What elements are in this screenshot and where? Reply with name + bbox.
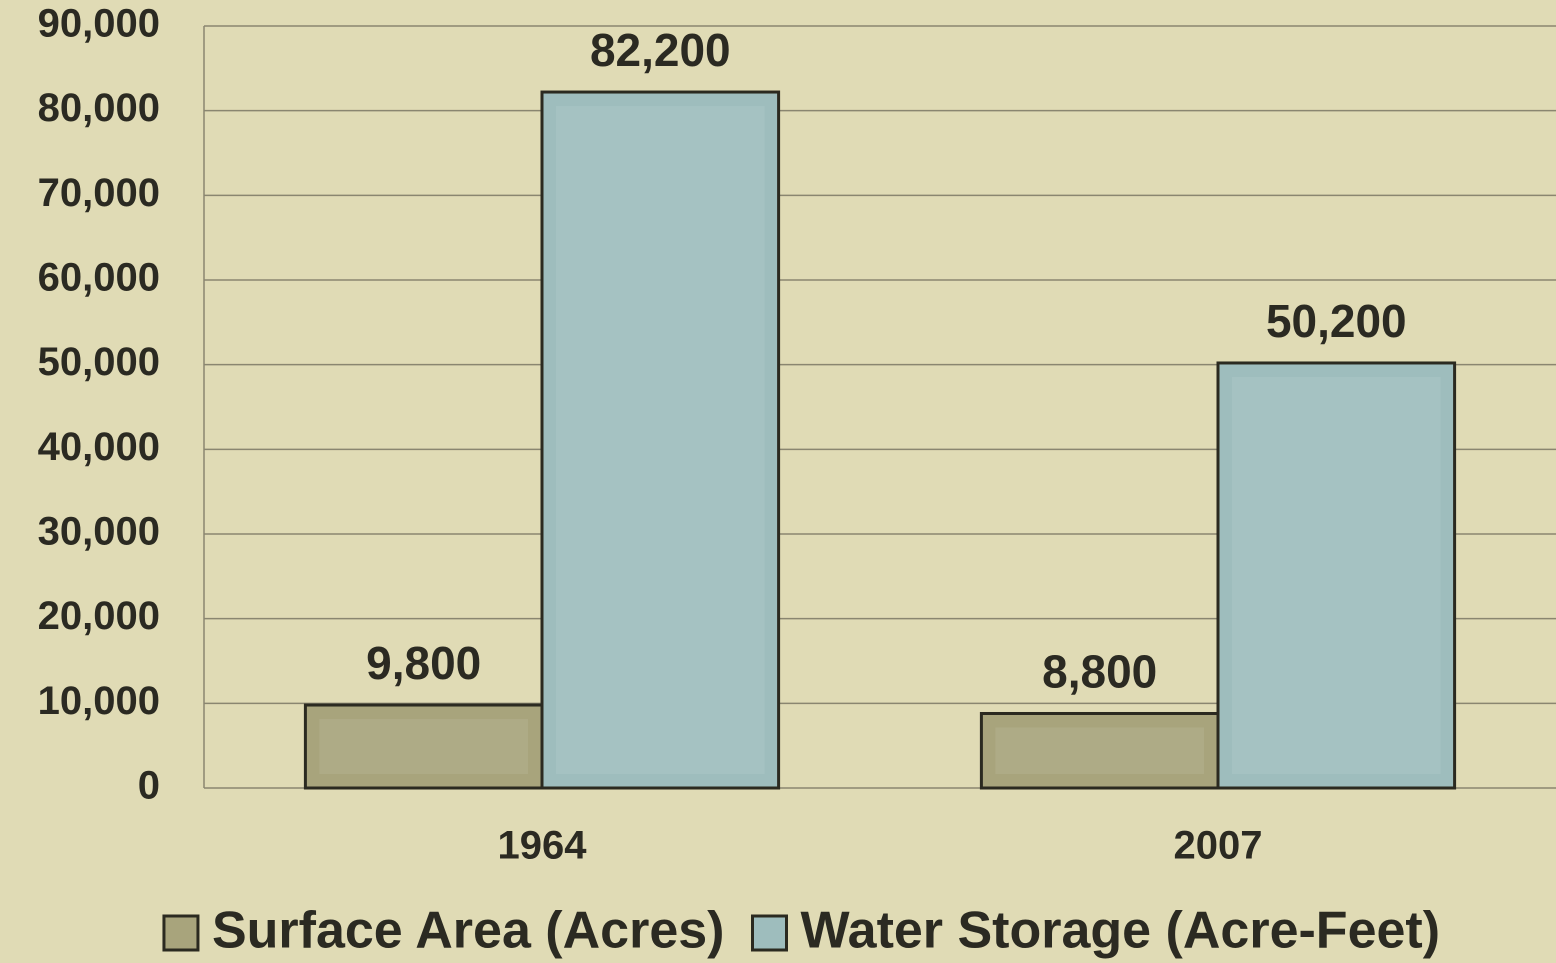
bar-highlight bbox=[319, 719, 528, 774]
x-tick-label: 2007 bbox=[1174, 824, 1263, 868]
bar-highlight bbox=[1232, 376, 1441, 774]
y-tick-label: 70,000 bbox=[38, 171, 160, 215]
y-tick-label: 10,000 bbox=[38, 679, 160, 723]
bar bbox=[540, 90, 781, 790]
legend-swatch bbox=[751, 914, 788, 952]
bar bbox=[1216, 361, 1457, 790]
y-tick-label: 20,000 bbox=[38, 594, 160, 638]
data-label: 8,800 bbox=[1042, 646, 1157, 698]
bar-highlight bbox=[995, 727, 1204, 774]
data-label: 82,200 bbox=[590, 24, 731, 76]
data-label: 50,200 bbox=[1266, 295, 1407, 347]
y-tick-label: 30,000 bbox=[38, 510, 160, 554]
x-tick-label: 1964 bbox=[498, 824, 588, 868]
y-tick-label: 40,000 bbox=[38, 425, 160, 469]
legend-swatch bbox=[162, 914, 200, 952]
legend-label: Surface Area (Acres) bbox=[212, 902, 725, 960]
y-tick-label: 0 bbox=[138, 764, 160, 808]
y-tick-label: 50,000 bbox=[38, 340, 160, 384]
y-tick-label: 80,000 bbox=[38, 86, 160, 130]
y-tick-label: 60,000 bbox=[38, 256, 160, 300]
legend-label: Water Storage (Acre-Feet) bbox=[801, 902, 1441, 960]
data-label: 9,800 bbox=[366, 637, 481, 689]
bar-highlight bbox=[556, 106, 765, 775]
legend: Surface Area (Acres) Water Storage (Acre-… bbox=[162, 902, 1441, 960]
y-tick-label: 90,000 bbox=[38, 2, 160, 46]
